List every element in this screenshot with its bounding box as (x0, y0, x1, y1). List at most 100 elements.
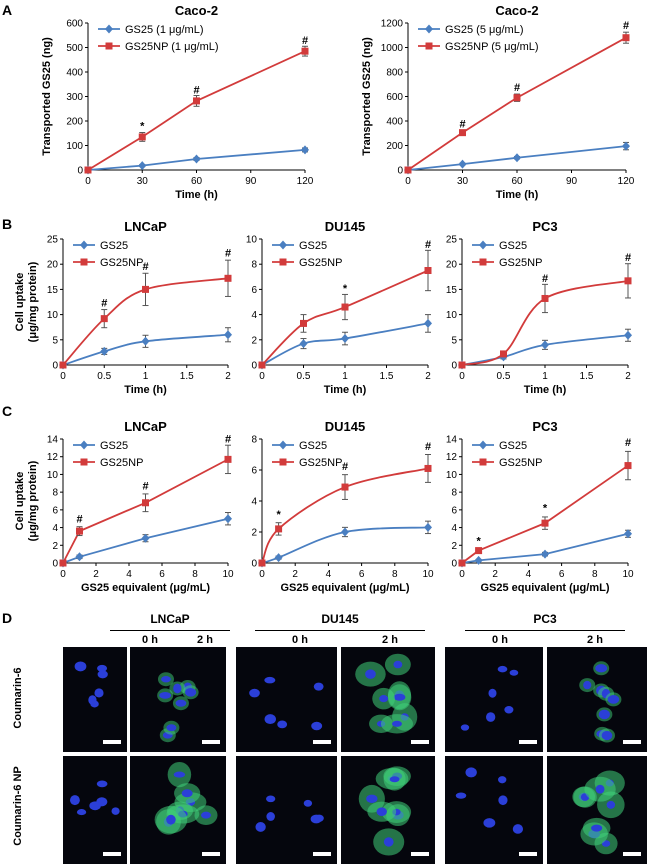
x-axis-label: GS25 equivalent (μg/mL) (281, 582, 410, 594)
significance-mark: # (623, 20, 629, 32)
time-label: 2 h (197, 634, 213, 646)
data-point (424, 522, 432, 532)
cell-nucleus (512, 824, 524, 834)
y-axis-label: Cell uptake(μg/mg protein) (14, 460, 39, 541)
cell-nucleus (465, 767, 477, 778)
x-tick-label: 1 (342, 371, 348, 382)
data-point (424, 267, 432, 274)
significance-mark: # (193, 84, 199, 96)
y-tick-label: 200 (66, 117, 83, 128)
legend-label: GS25NP (1 μg/mL) (125, 41, 219, 53)
chart-a2: Caco-2 0 200 400 600 800 1000 1200 0 30 60 90 120 Tim… (361, 3, 635, 201)
y-tick-label: 6 (251, 285, 257, 296)
data-point (341, 303, 349, 311)
series-line-gs25 (407, 145, 627, 171)
scale-bar (519, 852, 537, 856)
legend-label: GS25 (100, 240, 128, 252)
micrograph-image (572, 770, 625, 855)
y-tick-label: 600 (386, 92, 403, 103)
x-tick-label: 8 (192, 569, 198, 580)
legend-label: GS25NP (100, 457, 143, 469)
cell-nucleus (264, 714, 276, 725)
significance-mark: * (476, 535, 481, 547)
legend-label: GS25 (1 μg/mL) (125, 24, 203, 36)
cell-nucleus (303, 799, 313, 807)
y-tick-label: 0 (451, 361, 457, 372)
series-line-gs25 (62, 517, 229, 564)
data-point (424, 464, 432, 472)
time-label: 2 h (587, 634, 603, 646)
cell-nucleus (311, 721, 323, 731)
chart-b2: DU145 0 2 4 6 8 10 0 0.5 1 1.5 2 Time (h) * # GS25 GS25N… (246, 219, 432, 396)
y-tick-label: 0 (52, 559, 58, 570)
cell-nucleus (393, 693, 406, 701)
cell-nucleus (166, 724, 177, 732)
x-tick-label: 0 (405, 176, 411, 187)
series-line-gs25np (461, 279, 629, 366)
legend-marker (479, 240, 487, 250)
cell-nucleus (504, 706, 514, 714)
y-tick-label: 4 (52, 523, 58, 534)
chart-b1: LNCaP 0 5 10 15 20 25 0 0.5 1 1.5 2 Time (h) Cell upt… (14, 219, 232, 396)
cell-nucleus (249, 688, 260, 698)
data-point (500, 350, 507, 358)
significance-mark: # (225, 248, 231, 260)
micrograph (547, 647, 647, 752)
x-tick-label: 0 (60, 371, 66, 382)
y-tick-label: 1000 (381, 43, 404, 54)
legend-label: GS25NP (499, 257, 542, 269)
significance-mark: # (542, 273, 548, 285)
x-tick-label: 2 (292, 569, 298, 580)
legend-marker (425, 42, 433, 50)
legend-label: GS25 (299, 440, 327, 452)
legend-marker (479, 440, 487, 450)
legend-marker (279, 458, 287, 466)
cell-nucleus (181, 789, 193, 798)
chart-title: Caco-2 (495, 3, 538, 18)
significance-mark: # (514, 82, 520, 94)
data-point (142, 499, 149, 507)
data-point (258, 361, 266, 369)
series-line-gs25np (407, 36, 627, 171)
scale-bar (313, 740, 331, 744)
micrograph-image (255, 795, 324, 832)
y-tick-label: 0 (251, 361, 257, 372)
data-point (458, 361, 466, 369)
x-tick-label: 0 (459, 371, 465, 382)
y-tick-label: 4 (251, 497, 257, 508)
data-point (258, 559, 266, 567)
y-tick-label: 6 (451, 505, 457, 516)
chart-c3: PC3 0 2 4 6 8 10 12 14 0 2 4 6 8 10 GS25 equivalent (μg… (446, 419, 634, 594)
x-tick-label: 2 (93, 569, 99, 580)
series-line-gs25 (261, 526, 429, 564)
cell-nucleus (509, 669, 519, 676)
legend-label: GS25 (100, 440, 128, 452)
y-tick-label: 6 (251, 466, 257, 477)
y-tick-label: 25 (446, 235, 458, 246)
legend-marker (80, 440, 88, 450)
data-point (193, 97, 200, 105)
micrograph (341, 756, 435, 864)
y-tick-label: 0 (251, 559, 257, 570)
x-axis-label: Time (h) (324, 384, 367, 396)
data-point (474, 555, 483, 565)
x-tick-label: 0 (60, 569, 66, 580)
y-tick-label: 8 (251, 435, 257, 446)
chart-b3: PC3 0 5 10 15 20 25 0 0.5 1 1.5 2 Time (h) # # GS25 GS25… (446, 219, 632, 396)
significance-mark: # (142, 480, 148, 492)
series-line-gs25 (62, 333, 229, 366)
micrograph (130, 756, 226, 864)
series-line-gs25np (461, 464, 629, 564)
cell-nucleus (391, 720, 402, 727)
data-point (458, 559, 466, 567)
y-axis-label: Transported GS25 (ng) (361, 37, 373, 156)
data-point (541, 340, 549, 350)
y-tick-label: 100 (66, 141, 83, 152)
legend-label: GS25 (299, 240, 327, 252)
y-tick-label: 15 (47, 285, 59, 296)
x-tick-label: 10 (222, 569, 234, 580)
cell-nucleus (161, 676, 171, 683)
series-line-gs25np (261, 269, 429, 366)
scale-bar (202, 852, 220, 856)
legend-label: GS25 (499, 240, 527, 252)
